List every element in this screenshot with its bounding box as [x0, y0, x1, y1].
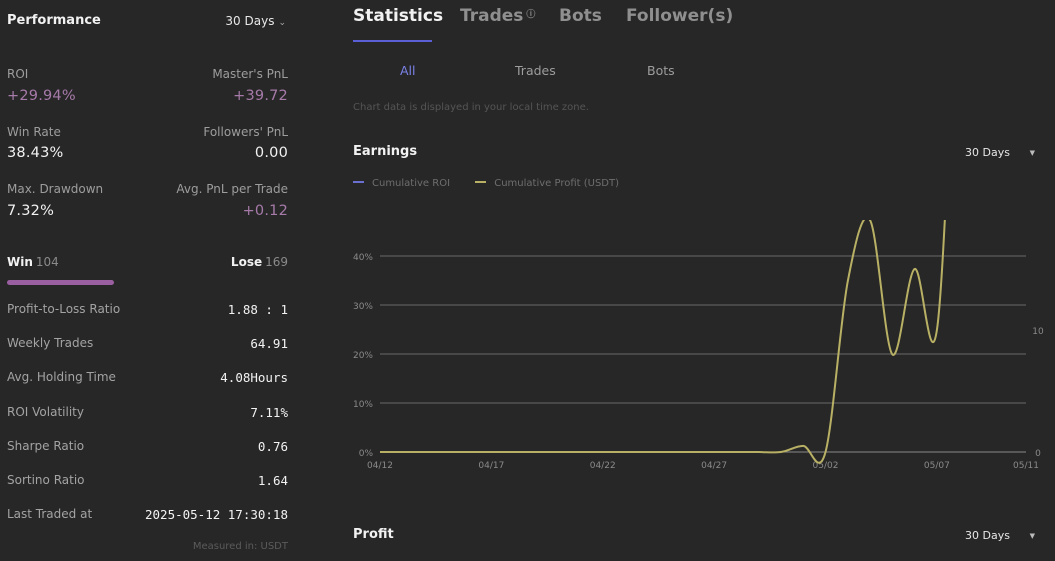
stat-label: Sortino Ratio — [7, 473, 85, 487]
x-tick-label: 04/27 — [701, 461, 727, 471]
legend-item-profit[interactable]: Cumulative Profit (USDT) — [475, 178, 619, 189]
subtab-trades[interactable]: Trades — [515, 63, 556, 78]
win-bar-fill — [7, 280, 115, 285]
tab-trades[interactable]: Trades ⓘ — [460, 6, 535, 26]
stat-row: Profit-to-Loss Ratio 1.88 : 1 — [7, 302, 288, 318]
tab-statistics[interactable]: Statistics — [353, 6, 443, 26]
performance-period-label: 30 Days — [225, 14, 275, 28]
win-lose-bar — [7, 280, 288, 285]
y-left-tick-label: 30% — [353, 302, 373, 312]
win-lose-row: Win 104 Lose 169 — [7, 255, 288, 271]
chart-legend: Cumulative ROI Cumulative Profit (USDT) — [353, 178, 641, 189]
x-tick-label: 05/07 — [924, 461, 950, 471]
timezone-note: Chart data is displayed in your local ti… — [353, 102, 589, 113]
stat-value: 7.11% — [250, 405, 288, 420]
legend-label-roi: Cumulative ROI — [372, 178, 451, 189]
master-pnl-value: +39.72 — [233, 88, 288, 104]
lose-label: Lose — [230, 255, 263, 269]
stat-row: ROI Volatility 7.11% — [7, 405, 288, 421]
stat-label: ROI Volatility — [7, 405, 84, 419]
caret-down-icon: ▼ — [1029, 149, 1035, 157]
y-left-tick-label: 0% — [359, 449, 374, 459]
avg-pnl-value: +0.12 — [242, 203, 288, 219]
caret-down-icon: ▼ — [1029, 532, 1035, 540]
lose-count: 169 — [265, 255, 288, 269]
x-tick-label: 04/12 — [367, 461, 393, 471]
y-left-tick-label: 10% — [353, 400, 373, 410]
legend-swatch-roi — [353, 181, 364, 183]
tab-trades-label: Trades — [460, 6, 524, 26]
win-rate-label: Win Rate — [7, 125, 61, 139]
stat-row: Sortino Ratio 1.64 — [7, 473, 288, 489]
win-count: 104 — [35, 255, 59, 269]
performance-title: Performance — [7, 13, 101, 28]
y-right-tick-label: 0 — [1035, 449, 1041, 459]
chevron-down-icon: ⌄ — [278, 18, 286, 28]
win-rate-value: 38.43% — [7, 145, 64, 161]
active-tab-underline — [353, 40, 432, 42]
win-label: Win — [7, 255, 33, 269]
stat-row: Sharpe Ratio 0.76 — [7, 439, 288, 455]
profit-title: Profit — [353, 527, 394, 542]
profit-period-label: 30 Days — [965, 529, 1010, 542]
stat-label: Profit-to-Loss Ratio — [7, 302, 121, 316]
performance-header: Performance 30 Days ⌄ — [7, 13, 288, 31]
roi-value: +29.94% — [7, 88, 76, 104]
win-counter: Win 104 — [7, 255, 59, 269]
x-tick-label: 04/22 — [590, 461, 616, 471]
stat-value: 1.88 : 1 — [227, 302, 288, 317]
tab-statistics-label: Statistics — [353, 6, 444, 26]
tab-bots-label: Bots — [559, 6, 602, 26]
x-tick-label: 05/11 — [1013, 461, 1039, 471]
y-left-tick-label: 20% — [353, 351, 373, 361]
stat-value: 0.76 — [257, 439, 288, 454]
performance-period-select[interactable]: 30 Days ⌄ — [225, 14, 286, 28]
x-tick-label: 04/17 — [478, 461, 504, 471]
master-pnl-label: Master's PnL — [212, 67, 288, 81]
earnings-period-label: 30 Days — [965, 146, 1010, 159]
tab-followers-label: Follower(s) — [626, 6, 734, 26]
subtab-all[interactable]: All — [400, 63, 416, 78]
stat-value: 64.91 — [250, 336, 288, 351]
roi-label: ROI — [7, 67, 29, 81]
y-right-tick-label: 10 — [1032, 327, 1044, 337]
stat-row: Last Traded at 2025-05-12 17:30:18 — [7, 507, 288, 523]
legend-swatch-profit — [475, 181, 487, 183]
followers-pnl-label: Followers' PnL — [203, 125, 288, 139]
earnings-title: Earnings — [353, 144, 418, 159]
legend-item-roi[interactable]: Cumulative ROI — [353, 178, 450, 189]
stat-value: 1.64 — [257, 473, 288, 488]
tab-bots[interactable]: Bots — [559, 6, 602, 26]
stat-row: Weekly Trades 64.91 — [7, 336, 288, 352]
y-left-tick-label: 40% — [353, 253, 373, 263]
stat-label: Last Traded at — [7, 507, 93, 521]
x-tick-label: 05/02 — [813, 461, 839, 471]
stat-row: Avg. Holding Time 4.08Hours — [7, 370, 288, 386]
tab-followers[interactable]: Follower(s) — [626, 6, 733, 26]
stat-label: Sharpe Ratio — [7, 439, 85, 453]
avg-pnl-label: Avg. PnL per Trade — [176, 182, 288, 196]
lose-counter: Lose 169 — [231, 255, 288, 269]
info-icon[interactable]: ⓘ — [526, 10, 536, 20]
performance-panel: Performance 30 Days ⌄ ROI Master's PnL +2… — [0, 0, 296, 561]
legend-label-profit: Cumulative Profit (USDT) — [494, 178, 620, 189]
stat-value: 4.08Hours — [220, 370, 288, 385]
earnings-chart: 0%10%20%30%40%010203040506004/1204/1704/… — [353, 220, 1044, 471]
stat-label: Avg. Holding Time — [7, 370, 116, 384]
profit-period-select[interactable]: 30 Days ▼ — [965, 529, 1035, 542]
subtab-bots[interactable]: Bots — [647, 63, 675, 78]
stat-label: Weekly Trades — [7, 336, 94, 350]
stat-value: 2025-05-12 17:30:18 — [145, 507, 288, 522]
series-line-profit — [379, 220, 946, 464]
max-drawdown-value: 7.32% — [7, 203, 55, 219]
measured-note: Measured in: USDT — [192, 541, 288, 552]
earnings-period-select[interactable]: 30 Days ▼ — [965, 146, 1035, 159]
max-drawdown-label: Max. Drawdown — [7, 182, 104, 196]
followers-pnl-value: 0.00 — [254, 145, 288, 161]
